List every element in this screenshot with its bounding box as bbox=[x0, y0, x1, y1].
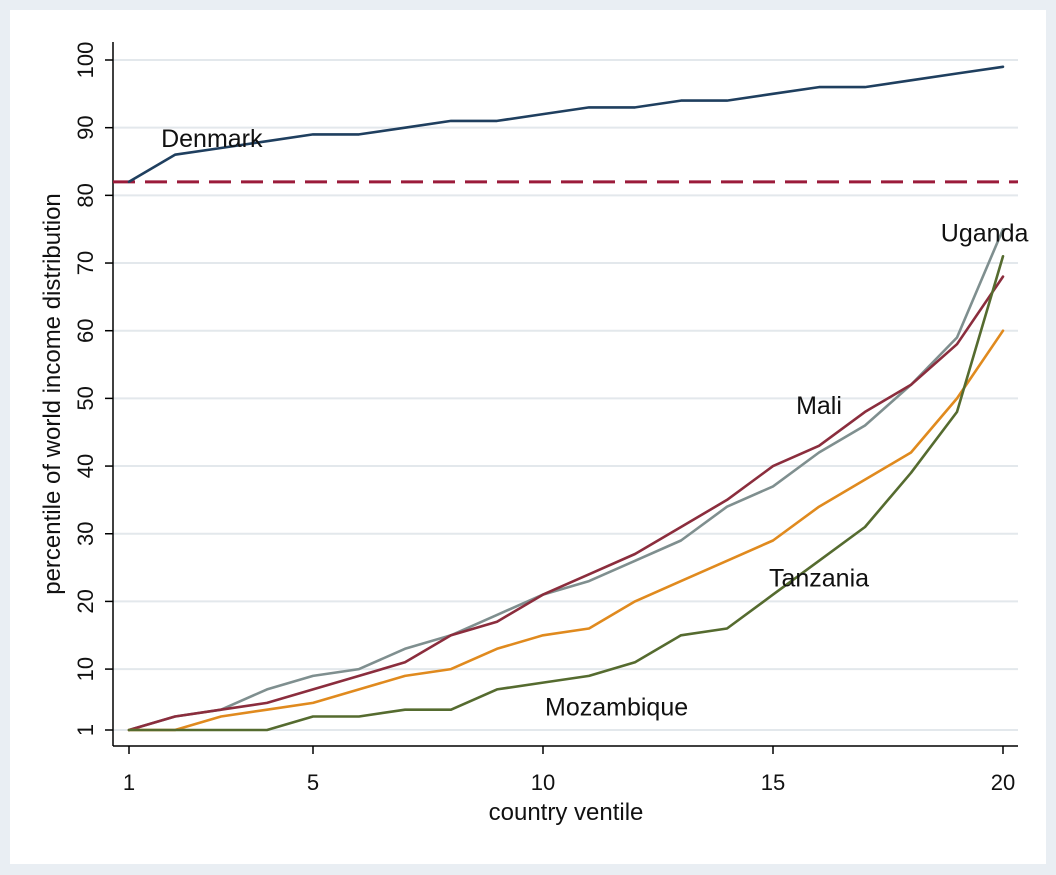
series-label-mozambique: Mozambique bbox=[545, 693, 688, 721]
x-axis-title: country ventile bbox=[489, 799, 644, 826]
y-tick-label-80: 80 bbox=[73, 183, 98, 207]
y-tick-label-90: 90 bbox=[73, 115, 98, 139]
y-tick-label-100: 100 bbox=[73, 42, 98, 79]
series-line-mali bbox=[127, 275, 1005, 732]
x-tick-label-1: 1 bbox=[123, 770, 135, 795]
y-tick-label-20: 20 bbox=[73, 589, 98, 613]
series-line-tanzania bbox=[127, 329, 1005, 732]
series-group bbox=[127, 65, 1005, 732]
series-label-tanzania: Tanzania bbox=[769, 565, 869, 593]
y-tick-label-10: 10 bbox=[73, 657, 98, 681]
x-tick-label-20: 20 bbox=[991, 770, 1015, 795]
y-tick-label-70: 70 bbox=[73, 251, 98, 275]
series-line-uganda bbox=[127, 227, 1005, 732]
series-label-denmark: Denmark bbox=[161, 125, 263, 153]
series-labels: Denmark Uganda Mali Tanzania Mozambique bbox=[161, 125, 1028, 721]
y-tick-label-30: 30 bbox=[73, 521, 98, 545]
series-line-mozambique bbox=[127, 254, 1005, 732]
series-label-uganda: Uganda bbox=[941, 220, 1029, 248]
x-tick-label-15: 15 bbox=[761, 770, 785, 795]
y-tick-label-60: 60 bbox=[73, 318, 98, 342]
y-tick-label-1: 1 bbox=[73, 724, 98, 736]
x-tick-label-10: 10 bbox=[531, 770, 555, 795]
y-tick-label-50: 50 bbox=[73, 386, 98, 410]
series-line-denmark bbox=[127, 65, 1005, 184]
grid bbox=[113, 59, 1018, 731]
x-tick-label-5: 5 bbox=[307, 770, 319, 795]
y-axis-title: percentile of world income distribution bbox=[39, 193, 66, 595]
y-tick-label-40: 40 bbox=[73, 454, 98, 478]
series-label-mali: Mali bbox=[796, 392, 842, 420]
